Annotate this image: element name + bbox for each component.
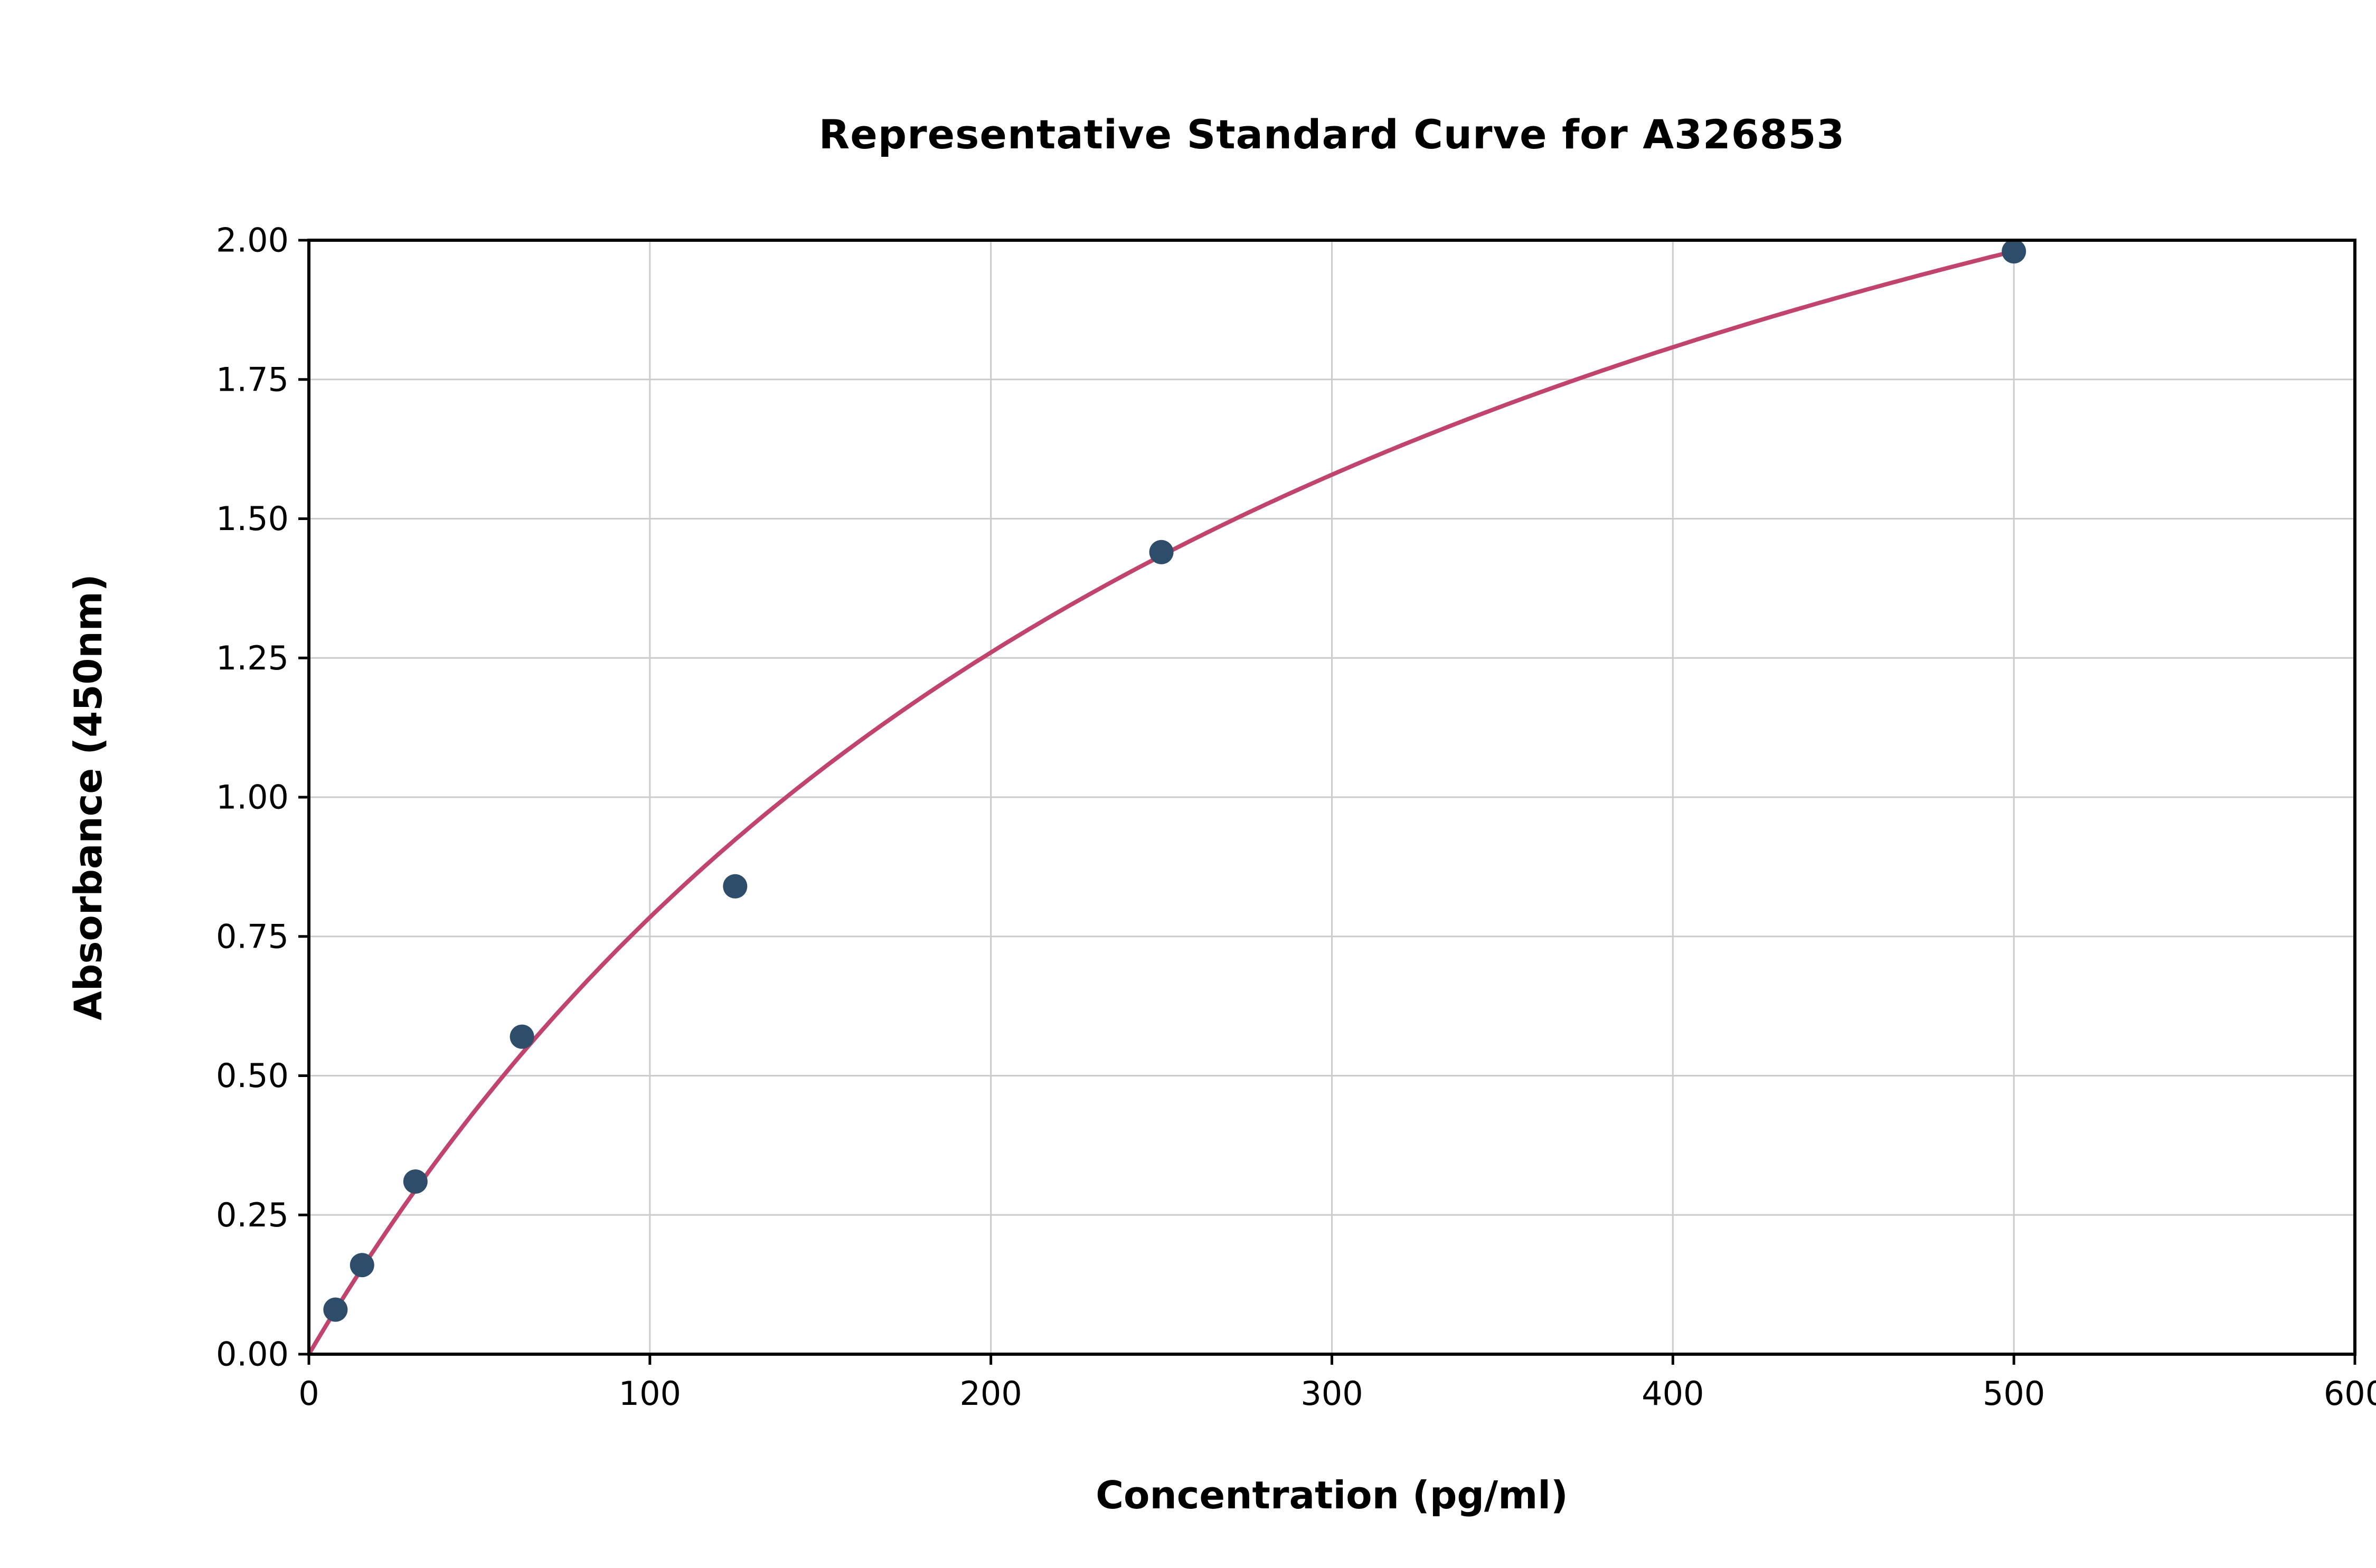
x-axis-title: Concentration (pg/ml) (1096, 1473, 1568, 1517)
chart-title: Representative Standard Curve for A32685… (818, 111, 1845, 158)
data-point (2002, 239, 2026, 264)
x-tick-label: 300 (1300, 1374, 1363, 1413)
y-tick-label: 1.50 (216, 499, 289, 538)
x-tick-label: 0 (298, 1374, 319, 1413)
y-tick-label: 0.75 (216, 917, 289, 956)
x-tick-label: 100 (619, 1374, 681, 1413)
y-tick-label: 1.00 (216, 778, 289, 817)
data-point (323, 1297, 348, 1322)
y-tick-label: 0.25 (216, 1196, 289, 1234)
y-axis-title: Absorbance (450nm) (66, 574, 110, 1021)
data-point (510, 1024, 534, 1049)
data-point (1149, 540, 1174, 564)
y-tick-label: 1.25 (216, 639, 289, 677)
y-tick-label: 0.00 (216, 1335, 289, 1374)
y-tick-label: 2.00 (216, 221, 289, 260)
data-point (403, 1169, 428, 1194)
x-tick-label: 400 (1642, 1374, 1704, 1413)
fit-curve (307, 249, 2016, 1356)
data-point (350, 1253, 374, 1278)
y-tick-label: 1.75 (216, 360, 289, 399)
data-point (723, 874, 748, 899)
x-tick-label: 500 (1983, 1374, 2045, 1413)
x-tick-label: 200 (959, 1374, 1022, 1413)
y-tick-label: 0.50 (216, 1056, 289, 1095)
x-tick-label: 600 (2324, 1374, 2376, 1413)
